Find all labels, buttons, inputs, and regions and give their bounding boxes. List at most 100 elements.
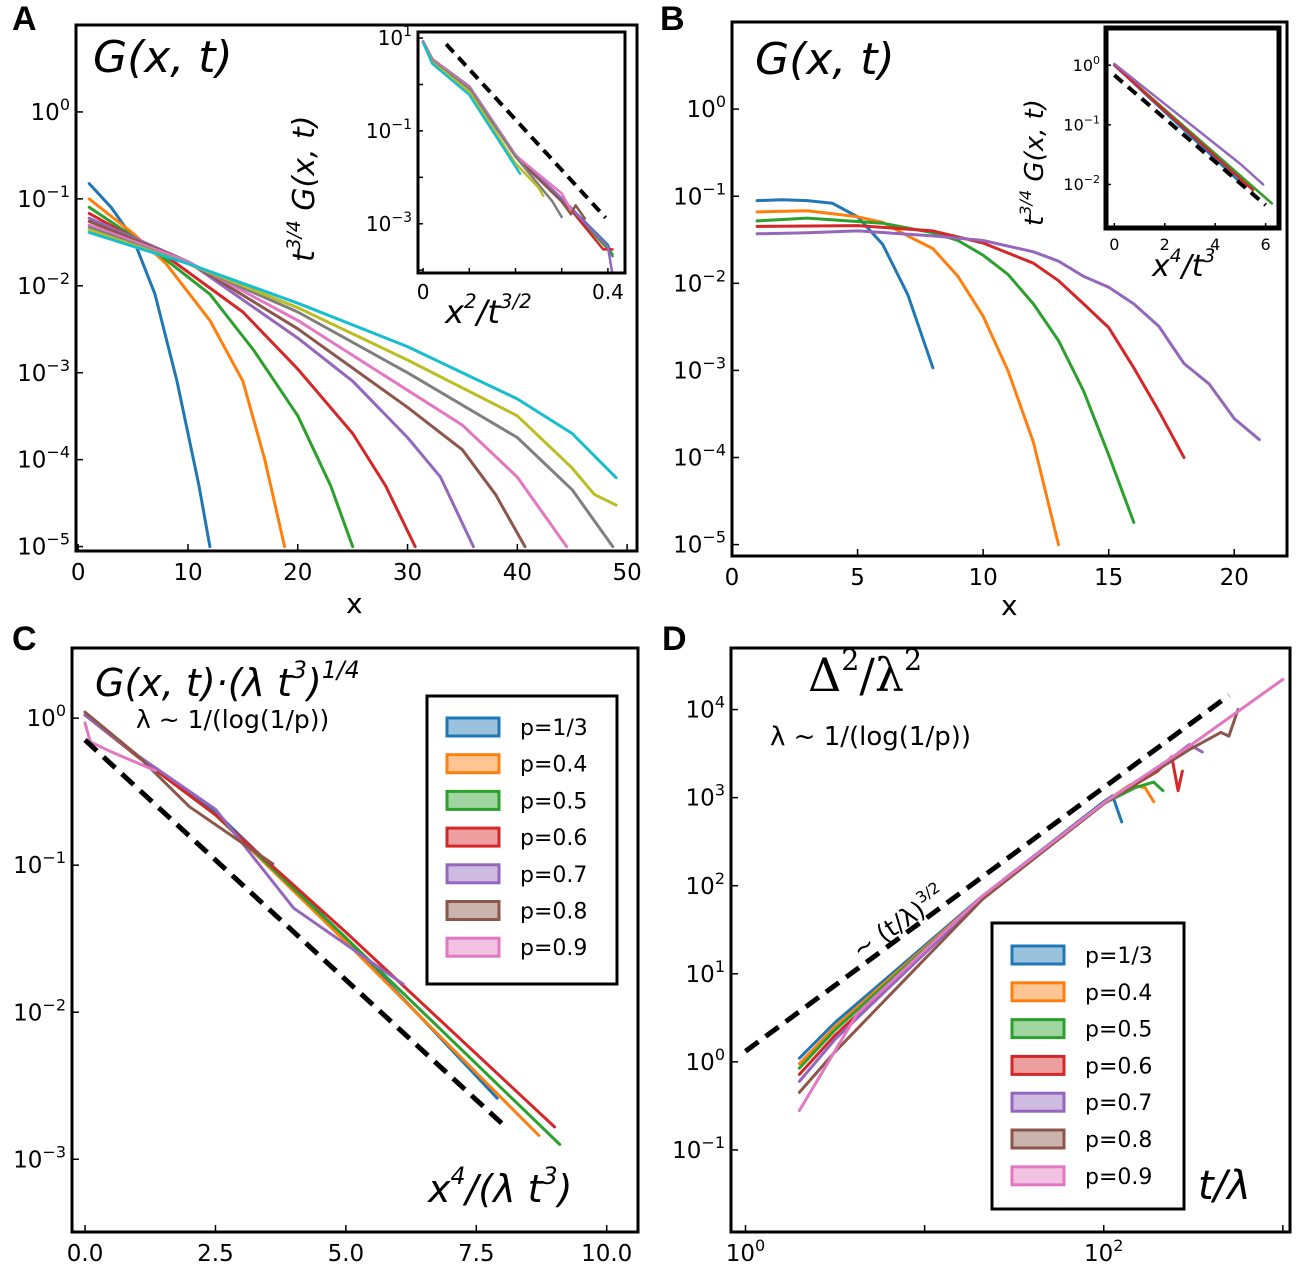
y-tick-label: 10−1 xyxy=(17,182,70,213)
y-tick-label-base: 10 xyxy=(687,97,716,123)
title-exponent: 2 xyxy=(841,643,860,677)
legend-label: p=0.4 xyxy=(520,753,587,778)
legend-label: p=0.6 xyxy=(1085,1054,1152,1079)
series-line-10 xyxy=(87,231,618,480)
y-tick-label: 10−1 xyxy=(672,1133,725,1164)
panel-d-title: Δ2/λ2 xyxy=(808,646,922,698)
y-tick-label: 10−5 xyxy=(673,528,726,559)
power-law-dashed-line xyxy=(444,42,608,220)
y-tick-label-exponent: −3 xyxy=(391,210,412,226)
legend-swatch xyxy=(1010,944,1066,966)
y-tick-label-exponent: −1 xyxy=(702,179,726,198)
y-tick-label-base: 10 xyxy=(673,271,702,297)
legend-swatch xyxy=(1010,1018,1066,1040)
inset-ylabel-part: G(x, t) xyxy=(287,115,322,221)
legend-swatch xyxy=(1010,1054,1066,1076)
y-tick-label-exponent: 1 xyxy=(403,24,412,40)
legend-item: p=0.7 xyxy=(445,863,587,888)
legend-item: p=0.8 xyxy=(445,900,587,925)
x-tick-label: 10.0 xyxy=(581,1241,632,1267)
x-tick-label: 2 xyxy=(1160,235,1170,254)
legend-label: p=0.4 xyxy=(1085,981,1152,1006)
panel-c-xlabel: x4/(λ t3) xyxy=(428,1165,572,1211)
y-tick-label: 10−3 xyxy=(366,210,412,236)
legend-swatch xyxy=(445,716,501,738)
y-tick-label-base: 10 xyxy=(13,1147,42,1173)
panel-a-inset-ylabel: t3/4 G(x, t) xyxy=(284,115,322,262)
legend-item: p=0.6 xyxy=(445,826,587,851)
legend: p=1/3 p=0.4 p=0.5 p=0.6 p=0.7 p=0.8 p=0.9 xyxy=(425,694,619,986)
y-tick-label-base: 10 xyxy=(673,184,702,210)
y-tick-label-exponent: −2 xyxy=(46,269,70,288)
legend-label: p=0.7 xyxy=(1085,1091,1152,1116)
inset-ylabel-part: G(x, t) xyxy=(1020,99,1050,190)
y-tick-label-exponent: −4 xyxy=(46,443,70,462)
y-tick-label-exponent: 3 xyxy=(715,781,725,800)
x-tick-label: 4 xyxy=(1210,235,1220,254)
panel-b-inset-xlabel: x4/t3 xyxy=(1152,247,1215,282)
xlabel-part: x xyxy=(428,1167,451,1211)
y-tick-label: 102 xyxy=(686,869,725,900)
series-line-2 xyxy=(87,197,287,549)
y-tick-label-base: 10 xyxy=(17,448,46,474)
title-exponent: 2 xyxy=(904,643,923,677)
series-line-4 xyxy=(755,224,1186,459)
axes-frame xyxy=(729,646,1292,1234)
inset-ylabel-part: t xyxy=(1020,215,1050,226)
y-tick-label-exponent: −1 xyxy=(1084,113,1100,126)
legend-swatch xyxy=(445,936,501,958)
legend-label: p=0.8 xyxy=(1085,1128,1152,1153)
y-tick-label: 100 xyxy=(687,92,726,123)
y-tick-label: 10−4 xyxy=(673,441,726,472)
panel-d-xlabel: t/λ xyxy=(1198,1163,1251,1209)
power-law-dashed-line xyxy=(1113,73,1267,207)
series-group xyxy=(1113,62,1274,207)
y-tick-label-base: 10 xyxy=(378,26,403,50)
inset-xlabel-exponent: 3 xyxy=(1203,246,1216,268)
y-tick-label-base: 10 xyxy=(1073,56,1093,75)
y-tick-label-exponent: −2 xyxy=(42,995,66,1014)
power-law-dashed-line xyxy=(744,693,1231,1054)
inset-ylabel-exponent: 3/4 xyxy=(1015,189,1035,216)
y-tick-label-exponent: −2 xyxy=(1084,173,1100,186)
panel-label-d: D xyxy=(662,620,687,658)
series-group xyxy=(87,182,618,549)
y-tick-label: 100 xyxy=(686,1045,725,1076)
panel-a-title: G(x, t) xyxy=(93,32,233,83)
x-tick-label-base: 10 xyxy=(726,1241,755,1267)
y-tick-label-base: 10 xyxy=(673,446,702,472)
inset-ylabel-exponent: 3/4 xyxy=(284,220,306,251)
x-tick-label: 0 xyxy=(725,565,740,591)
legend-item: p=0.4 xyxy=(1010,981,1152,1006)
inset-xlabel-exponent: 3/2 xyxy=(499,290,532,314)
title-part: G(x, t)·(λ t xyxy=(95,661,293,705)
y-tick-label: 101 xyxy=(378,24,412,50)
legend-swatch xyxy=(1010,1128,1066,1150)
legend-swatch xyxy=(445,900,501,921)
series-line-10 xyxy=(421,41,522,175)
x-tick-label: 5 xyxy=(850,565,865,591)
series-line-5 xyxy=(1113,62,1265,186)
x-tick-label: 15 xyxy=(1094,565,1123,591)
panel-b-xlabel: x xyxy=(1001,589,1018,622)
x-tick-label: 6 xyxy=(1261,235,1271,254)
inset-xlabel-exponent: 4 xyxy=(1169,246,1182,268)
y-tick-label: 10−3 xyxy=(17,356,70,387)
inset-xlabel-part: /t xyxy=(476,293,500,331)
y-tick-label-exponent: 1 xyxy=(715,957,725,976)
panel-c-subtitle: λ ~ 1/(log(1/p)) xyxy=(136,705,330,734)
y-tick-label: 10−4 xyxy=(17,443,70,474)
y-tick-label-base: 10 xyxy=(686,1050,715,1076)
panel-d-subtitle: λ ~ 1/(log(1/p)) xyxy=(770,722,972,752)
legend-item: p=0.5 xyxy=(445,789,587,814)
y-tick-label-base: 10 xyxy=(672,1138,701,1164)
inset-xlabel-part: x xyxy=(445,293,464,331)
y-tick-label-base: 10 xyxy=(17,535,46,561)
y-tick-label: 10−2 xyxy=(17,269,70,300)
series-group xyxy=(744,677,1285,1112)
panel-b-inset-ylabel: t3/4 G(x, t) xyxy=(1016,99,1050,226)
y-tick-label-exponent: −3 xyxy=(702,353,726,372)
title-exponent: 1/4 xyxy=(321,656,360,685)
series-line-3 xyxy=(755,216,1136,524)
y-tick-label-base: 10 xyxy=(366,212,391,236)
